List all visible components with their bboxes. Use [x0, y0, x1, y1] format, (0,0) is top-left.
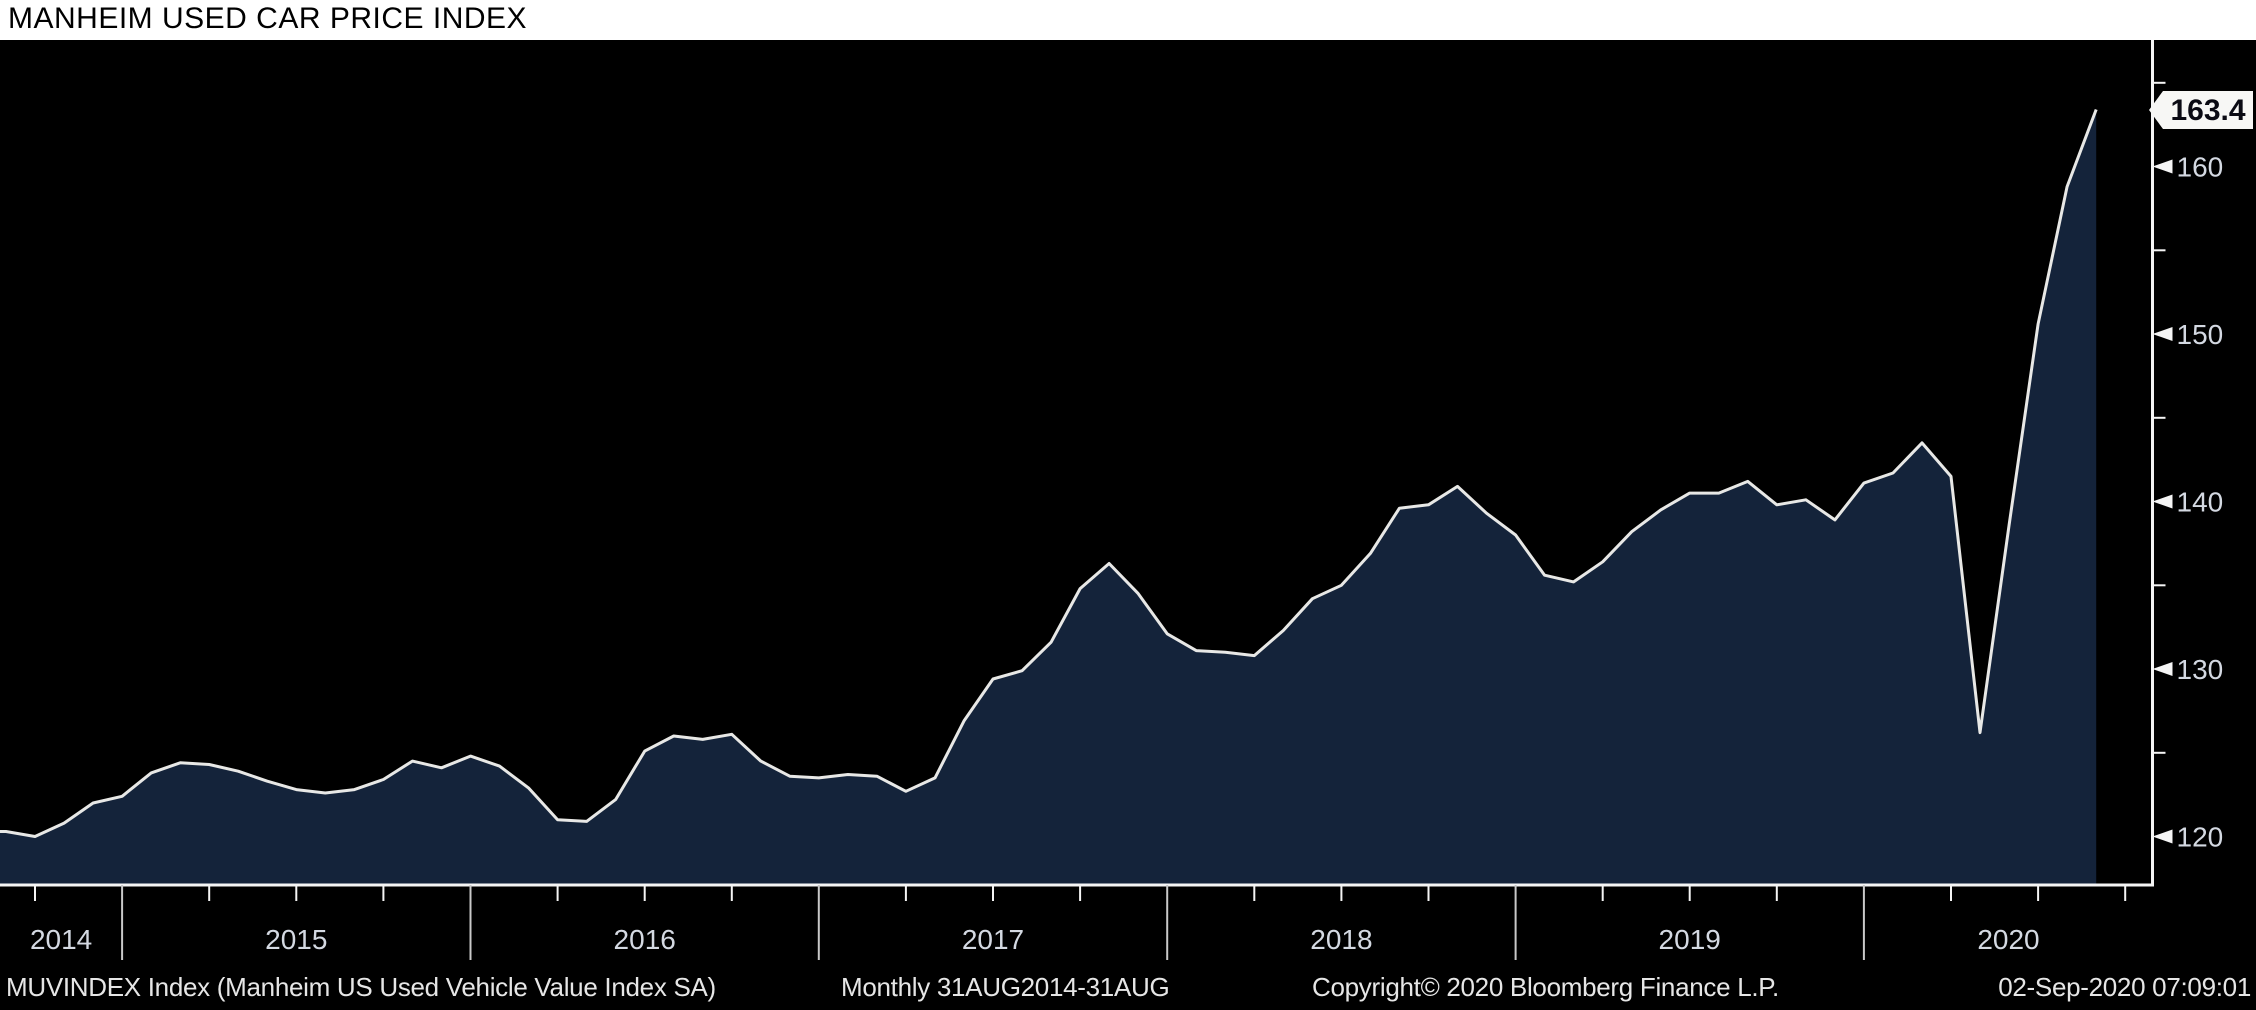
chart-title-bar: MANHEIM USED CAR PRICE INDEX — [0, 0, 2256, 40]
year-label-2020: 2020 — [1977, 924, 2039, 955]
year-label-2014: 2014 — [30, 924, 92, 955]
y-axis-ticks: 120 130 140 150 160 — [2152, 81, 2224, 853]
price-line — [0, 108, 2098, 838]
page-title: MANHEIM USED CAR PRICE INDEX — [8, 2, 528, 35]
y-tick-arrow — [2152, 829, 2173, 844]
footer-periodicity: Monthly 31AUG2014-31AUG — [841, 972, 1170, 1002]
year-label-2019: 2019 — [1659, 924, 1721, 955]
last-value-flag-shape — [2149, 91, 2253, 129]
y-tick-arrow — [2152, 159, 2173, 174]
year-label-2017: 2017 — [962, 924, 1024, 955]
footer-series-description: MUVINDEX Index (Manheim US Used Vehicle … — [6, 972, 716, 1002]
y-tick-label-130: 130 — [2177, 654, 2224, 685]
x-axis-ticks — [34, 885, 2127, 960]
y-tick-arrow — [2152, 327, 2173, 341]
y-tick-arrow — [2152, 662, 2173, 676]
x-axis-year-labels: 2014 2015 2016 2017 2018 2019 2020 — [30, 924, 2040, 955]
price-chart[interactable]: 2014 2015 2016 2017 2018 2019 2020 120 130 140 15… — [0, 40, 2256, 1010]
y-tick-label-120: 120 — [2177, 822, 2224, 853]
footer-bar: MUVINDEX Index (Manheim US Used Vehicle … — [0, 972, 2256, 1004]
y-tick-arrow — [2152, 494, 2173, 509]
last-value-flag-text: 163.4 — [2170, 94, 2245, 127]
y-tick-label-160: 160 — [2177, 152, 2224, 183]
area-fill — [0, 109, 2097, 885]
footer-timestamp: 02-Sep-2020 07:09:01 — [1998, 972, 2251, 1002]
chart-area: 2014 2015 2016 2017 2018 2019 2020 120 130 140 15… — [0, 40, 2256, 1010]
y-tick-label-150: 150 — [2177, 319, 2224, 350]
year-label-2016: 2016 — [614, 924, 676, 955]
y-tick-label-140: 140 — [2177, 487, 2224, 518]
footer-copyright: Copyright© 2020 Bloomberg Finance L.P. — [1312, 972, 1779, 1002]
last-value-flag: 163.4 — [2149, 91, 2253, 129]
year-label-2015: 2015 — [265, 924, 327, 955]
year-label-2018: 2018 — [1310, 924, 1372, 955]
